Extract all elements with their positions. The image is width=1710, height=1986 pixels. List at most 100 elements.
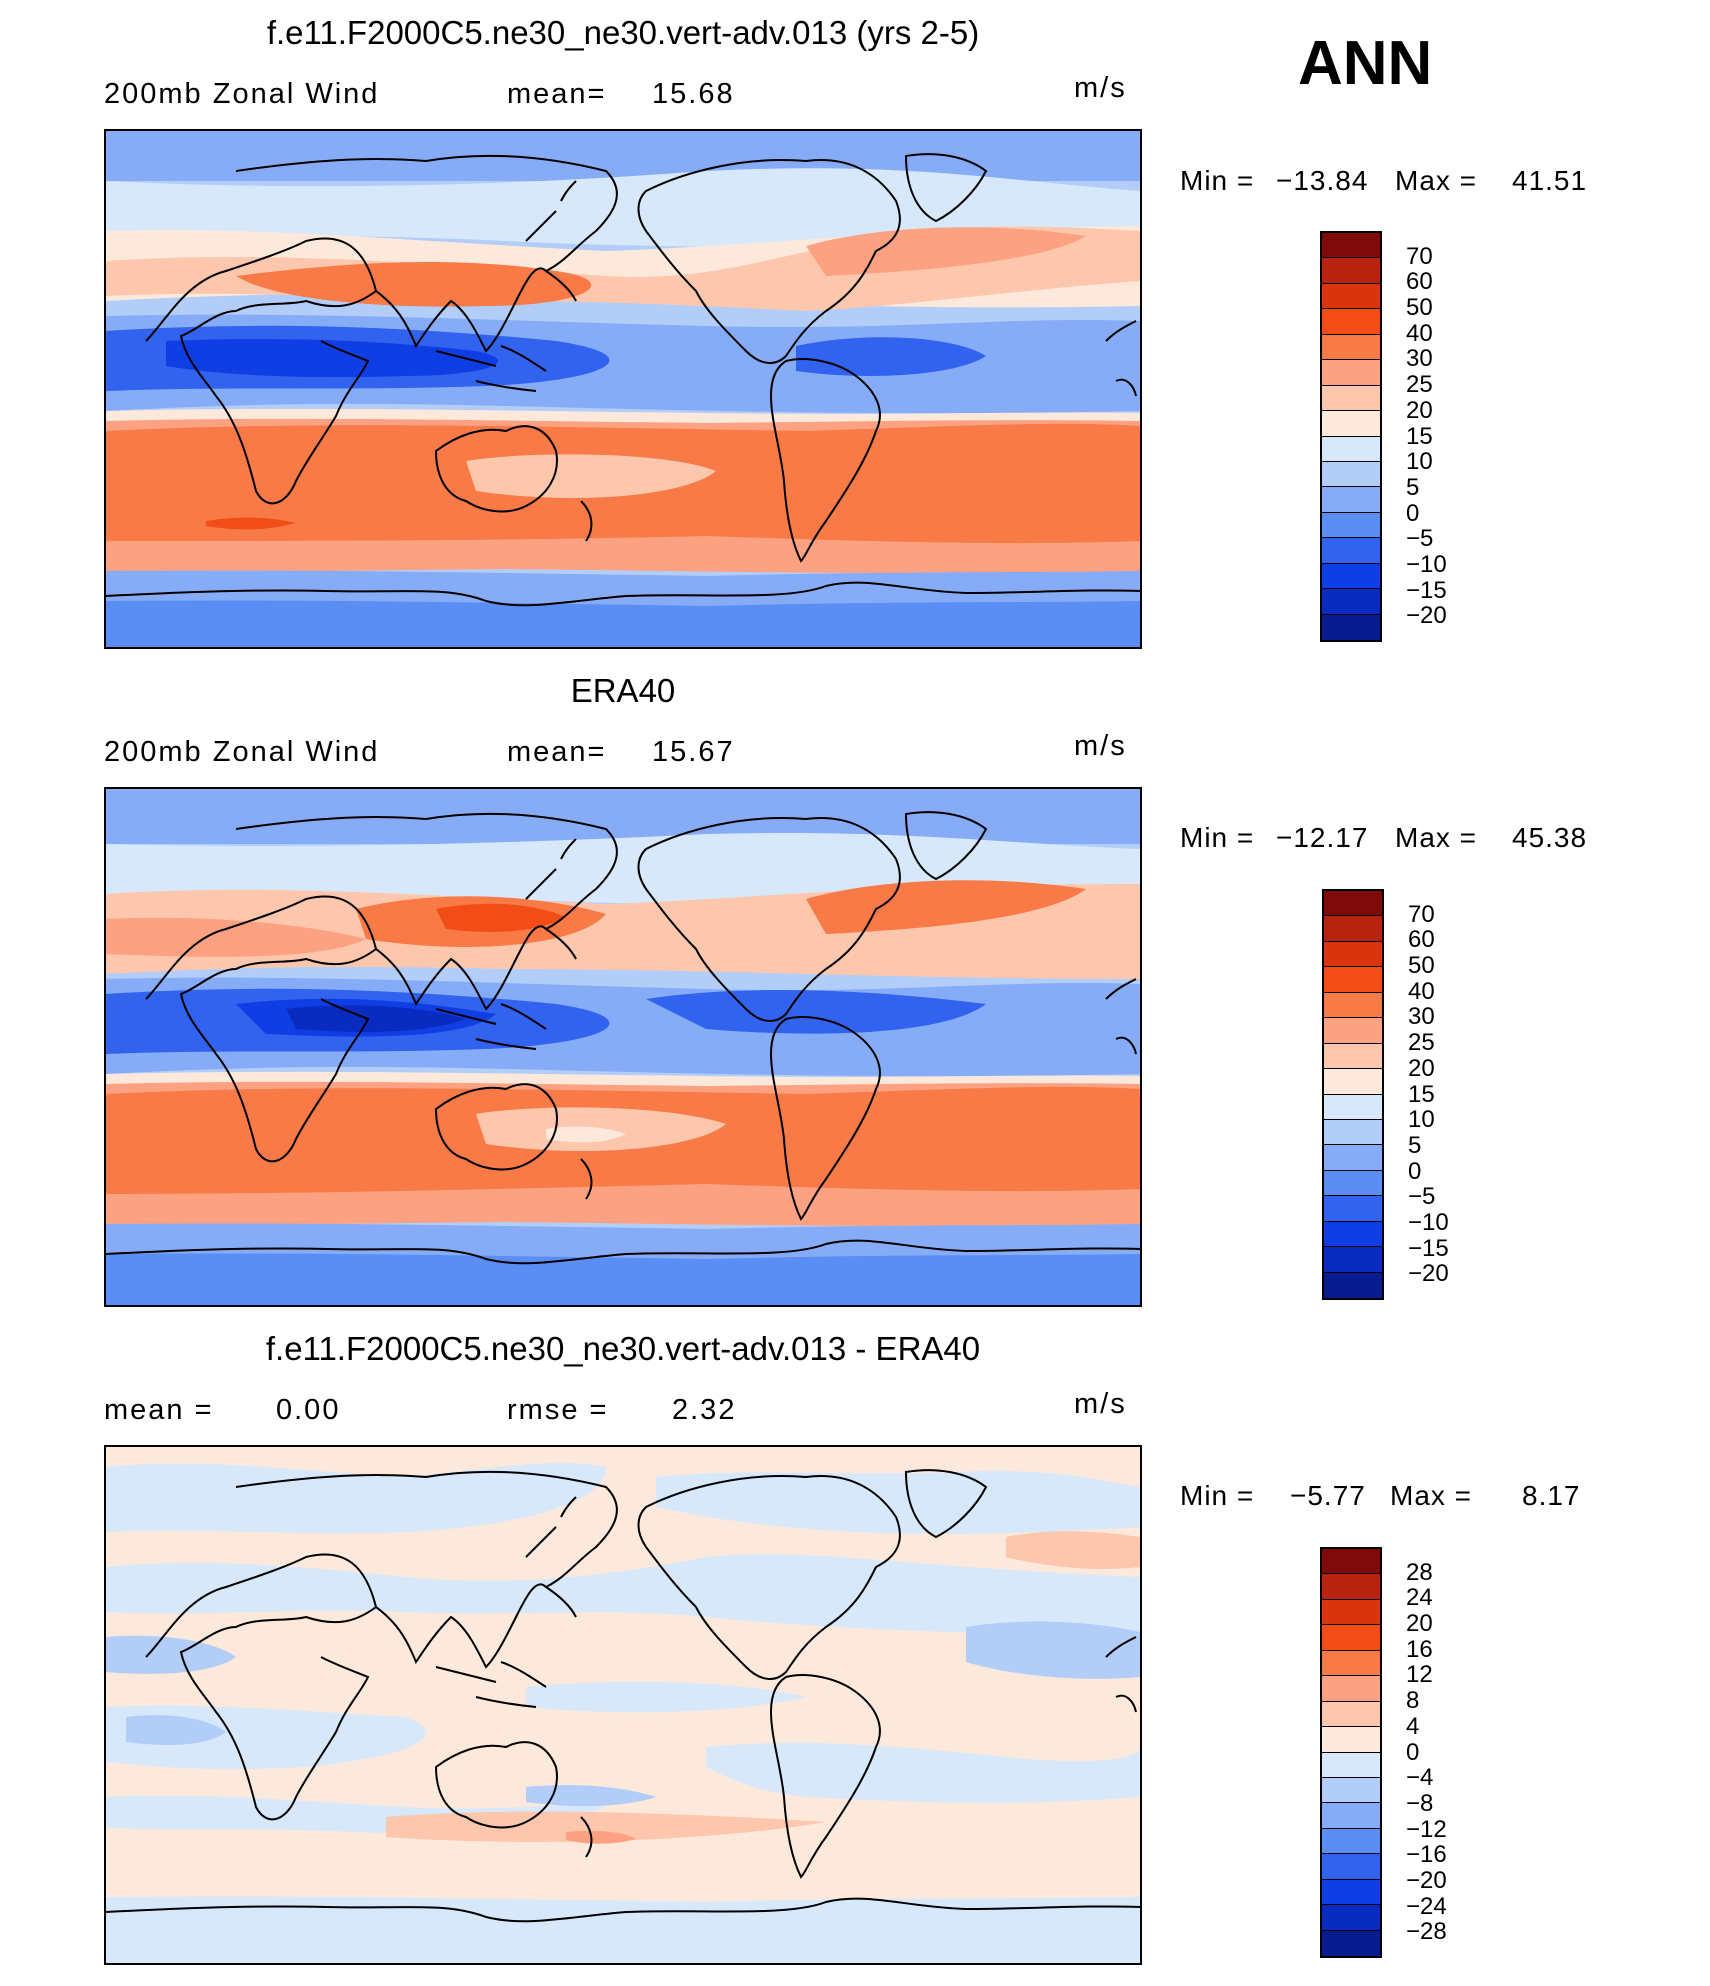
colorbar-swatch xyxy=(1322,283,1380,310)
colorbar-tick-label: 50 xyxy=(1408,952,1435,980)
colorbar-tick-label: 20 xyxy=(1406,396,1433,424)
colorbar-tick-label: −20 xyxy=(1406,602,1447,630)
colorbar-tick-label: −20 xyxy=(1408,1260,1449,1288)
panel1-max-label: Max = xyxy=(1395,165,1478,196)
panel1-mean-label: mean= xyxy=(507,78,607,110)
panel2-variable-label: 200mb Zonal Wind xyxy=(104,736,380,768)
colorbar-swatch xyxy=(1322,1701,1380,1728)
panel3-min-label: Min = xyxy=(1180,1480,1255,1511)
colorbar-swatch xyxy=(1322,1930,1380,1956)
colorbar-tick-label: −4 xyxy=(1406,1764,1434,1792)
colorbar-tick-label: 16 xyxy=(1406,1635,1433,1663)
colorbar-swatch xyxy=(1322,614,1380,640)
colorbar-tick-label: 70 xyxy=(1408,900,1435,928)
panel3-rmse-label: rmse = xyxy=(507,1394,609,1426)
colorbar-tick-label: −5 xyxy=(1408,1183,1436,1211)
colorbar-tick-label: −10 xyxy=(1406,550,1447,578)
colorbar-tick-label: −5 xyxy=(1406,525,1434,553)
panel2-mean-label: mean= xyxy=(507,736,607,768)
panel1-min-label: Min = xyxy=(1180,165,1255,196)
colorbar-swatch xyxy=(1322,1599,1380,1626)
colorbar-tick-label: 0 xyxy=(1408,1157,1422,1185)
colorbar-swatch xyxy=(1324,1196,1382,1222)
colorbar-tick-label: 15 xyxy=(1408,1080,1435,1108)
panel3-mean-label: mean = xyxy=(104,1394,214,1426)
colorbar-swatch xyxy=(1324,1221,1382,1248)
colorbar-tick-label: 5 xyxy=(1408,1131,1422,1159)
colorbar-swatch xyxy=(1324,1272,1382,1298)
colorbar-tick-label: 10 xyxy=(1406,448,1433,476)
panel1-mean-value: 15.68 xyxy=(652,78,735,110)
colorbar-tick-label: −12 xyxy=(1406,1815,1447,1843)
colorbar-swatch xyxy=(1322,1727,1380,1753)
panel2-max-value: 45.38 xyxy=(1512,822,1588,853)
colorbar-swatch xyxy=(1322,360,1380,386)
colorbar-swatch xyxy=(1322,461,1380,488)
colorbar-swatch xyxy=(1322,1777,1380,1804)
panel1-units: m/s xyxy=(1074,72,1127,104)
colorbar-swatch xyxy=(1322,1854,1380,1880)
panel3-mean-value: 0.00 xyxy=(276,1394,341,1426)
panel2-map xyxy=(104,787,1142,1307)
panel3-units: m/s xyxy=(1074,1388,1127,1420)
colorbar-swatch xyxy=(1322,1574,1380,1600)
colorbar-swatch xyxy=(1322,1549,1380,1575)
season-label: ANN xyxy=(1298,29,1433,98)
colorbar-swatch xyxy=(1322,1650,1380,1677)
colorbar-tick-label: −20 xyxy=(1406,1866,1447,1894)
panel2-min-value: −12.17 xyxy=(1276,822,1369,853)
colorbar-swatch xyxy=(1322,385,1380,412)
panel1-map xyxy=(104,129,1142,649)
colorbar-swatch xyxy=(1324,1119,1382,1146)
colorbar-swatch xyxy=(1322,487,1380,513)
colorbar-tick-label: −15 xyxy=(1406,576,1447,604)
panel3-title: f.e11.F2000C5.ne30_ne30.vert-adv.013 - E… xyxy=(265,1330,981,1367)
colorbar-swatch xyxy=(1322,1879,1380,1906)
colorbar-tick-label: 70 xyxy=(1406,242,1433,270)
colorbar-swatch xyxy=(1322,512,1380,539)
panel3-max-label: Max = xyxy=(1390,1480,1473,1511)
colorbar-tick-label: 4 xyxy=(1406,1712,1420,1740)
colorbar-tick-label: 24 xyxy=(1406,1584,1433,1612)
panel1-max-value: 41.51 xyxy=(1512,165,1588,196)
colorbar-swatch xyxy=(1324,1145,1382,1171)
colorbar-swatch xyxy=(1322,1676,1380,1702)
panel2-min-label: Min = xyxy=(1180,822,1255,853)
colorbar-swatch xyxy=(1324,941,1382,968)
panel2-units: m/s xyxy=(1074,730,1127,762)
colorbar-tick-label: 10 xyxy=(1408,1106,1435,1134)
colorbar-swatch xyxy=(1322,309,1380,335)
colorbar-swatch xyxy=(1324,1018,1382,1044)
colorbar-tick-label: −10 xyxy=(1408,1208,1449,1236)
colorbar-swatch xyxy=(1324,916,1382,942)
colorbar-tick-label: 25 xyxy=(1408,1029,1435,1057)
panel3-colorbar xyxy=(1320,1547,1382,1958)
colorbar-tick-label: 30 xyxy=(1406,345,1433,373)
colorbar-swatch xyxy=(1322,334,1380,361)
colorbar-swatch xyxy=(1324,1247,1382,1273)
colorbar-tick-label: 5 xyxy=(1406,473,1420,501)
colorbar-swatch xyxy=(1322,589,1380,615)
colorbar-tick-label: 25 xyxy=(1406,371,1433,399)
colorbar-swatch xyxy=(1322,538,1380,564)
colorbar-tick-label: 12 xyxy=(1406,1661,1433,1689)
colorbar-swatch xyxy=(1324,967,1382,993)
colorbar-swatch xyxy=(1324,1069,1382,1095)
colorbar-swatch xyxy=(1324,1043,1382,1070)
colorbar-tick-label: 0 xyxy=(1406,1738,1420,1766)
panel2-mean-value: 15.67 xyxy=(652,736,735,768)
colorbar-tick-label: 50 xyxy=(1406,294,1433,322)
colorbar-swatch xyxy=(1324,1094,1382,1120)
colorbar-tick-label: 8 xyxy=(1406,1687,1420,1715)
panel2-colorbar xyxy=(1322,889,1384,1300)
panel1-min-value: −13.84 xyxy=(1276,165,1369,196)
colorbar-tick-label: −28 xyxy=(1406,1918,1447,1946)
panel2-title: ERA40 xyxy=(570,672,676,709)
panel1-colorbar xyxy=(1320,231,1382,642)
panel1-variable-label: 200mb Zonal Wind xyxy=(104,78,380,110)
panel3-rmse-value: 2.32 xyxy=(672,1394,737,1426)
colorbar-swatch xyxy=(1322,1625,1380,1651)
colorbar-swatch xyxy=(1324,992,1382,1019)
colorbar-swatch xyxy=(1322,563,1380,590)
colorbar-tick-label: 15 xyxy=(1406,422,1433,450)
